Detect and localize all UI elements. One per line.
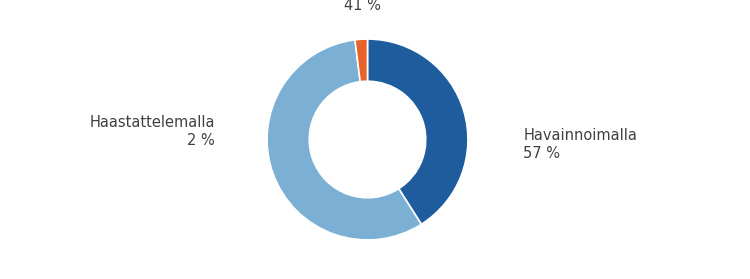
Wedge shape (355, 39, 368, 82)
Wedge shape (267, 40, 422, 240)
Text: Haastattelemalla
2 %: Haastattelemalla 2 % (89, 115, 214, 148)
Text: Kyselylomakkeella
41 %: Kyselylomakkeella 41 % (295, 0, 430, 13)
Text: Havainnoimalla
57 %: Havainnoimalla 57 % (524, 128, 637, 161)
Wedge shape (368, 39, 468, 224)
